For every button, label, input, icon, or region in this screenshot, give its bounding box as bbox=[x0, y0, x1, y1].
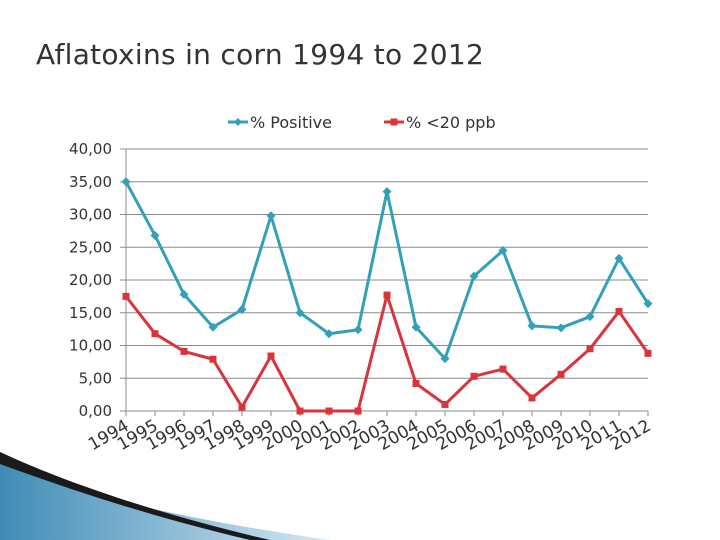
decorative-corner-swoosh bbox=[0, 452, 330, 540]
data-point bbox=[295, 308, 305, 318]
data-point bbox=[615, 307, 623, 315]
data-point bbox=[470, 372, 478, 380]
data-point bbox=[209, 355, 217, 363]
axes bbox=[120, 149, 649, 416]
data-point bbox=[179, 289, 189, 299]
y-tick-label: 15,00 bbox=[69, 304, 112, 322]
data-point bbox=[469, 271, 479, 281]
y-tick-label: 25,00 bbox=[69, 238, 112, 256]
data-point bbox=[325, 407, 333, 415]
y-tick-label: 20,00 bbox=[69, 271, 112, 289]
data-point bbox=[208, 322, 218, 332]
data-point bbox=[354, 407, 362, 415]
y-tick-label: 30,00 bbox=[69, 206, 112, 224]
y-tick-label: 0,00 bbox=[79, 402, 112, 420]
data-point bbox=[411, 322, 421, 332]
data-point bbox=[614, 253, 624, 263]
data-point bbox=[180, 347, 188, 355]
data-point bbox=[267, 352, 275, 360]
data-point bbox=[557, 370, 565, 378]
data-point bbox=[498, 246, 508, 256]
data-point bbox=[122, 292, 130, 300]
data-point bbox=[556, 323, 566, 333]
data-point bbox=[383, 291, 391, 299]
legend-marker bbox=[234, 118, 242, 126]
legend-label: % Positive bbox=[250, 113, 332, 132]
data-point bbox=[440, 354, 450, 364]
y-tick-labels: 0,00 5,00 10,00 15,00 20,00 25,00 30,00 35,00 40… bbox=[69, 140, 112, 420]
y-tick-label: 5,00 bbox=[79, 369, 112, 387]
legend: % Positive % <20 ppb bbox=[228, 113, 496, 132]
legend-label: % <20 ppb bbox=[406, 113, 496, 132]
data-point bbox=[382, 187, 392, 197]
data-point bbox=[586, 345, 594, 353]
data-point bbox=[237, 304, 247, 314]
data-point bbox=[296, 407, 304, 415]
data-point bbox=[266, 211, 276, 221]
data-point bbox=[441, 400, 449, 408]
legend-marker bbox=[390, 118, 398, 126]
data-point bbox=[412, 379, 420, 387]
y-tick-label: 40,00 bbox=[69, 140, 112, 158]
data-point bbox=[527, 321, 537, 331]
data-point bbox=[643, 299, 653, 309]
data-point bbox=[150, 230, 160, 240]
y-tick-label: 35,00 bbox=[69, 173, 112, 191]
slide-title: Aflatoxins in corn 1994 to 2012 bbox=[36, 38, 485, 71]
y-tick-label: 10,00 bbox=[69, 337, 112, 355]
series-line bbox=[124, 181, 650, 361]
data-point bbox=[585, 312, 595, 322]
series-lines bbox=[121, 177, 653, 415]
data-point bbox=[528, 394, 536, 402]
data-point bbox=[324, 329, 334, 339]
data-point bbox=[499, 365, 507, 373]
data-point bbox=[151, 330, 159, 338]
gridlines bbox=[120, 148, 648, 379]
data-point bbox=[644, 349, 652, 357]
data-point bbox=[121, 177, 131, 187]
data-point bbox=[353, 325, 363, 335]
data-point bbox=[238, 403, 246, 411]
